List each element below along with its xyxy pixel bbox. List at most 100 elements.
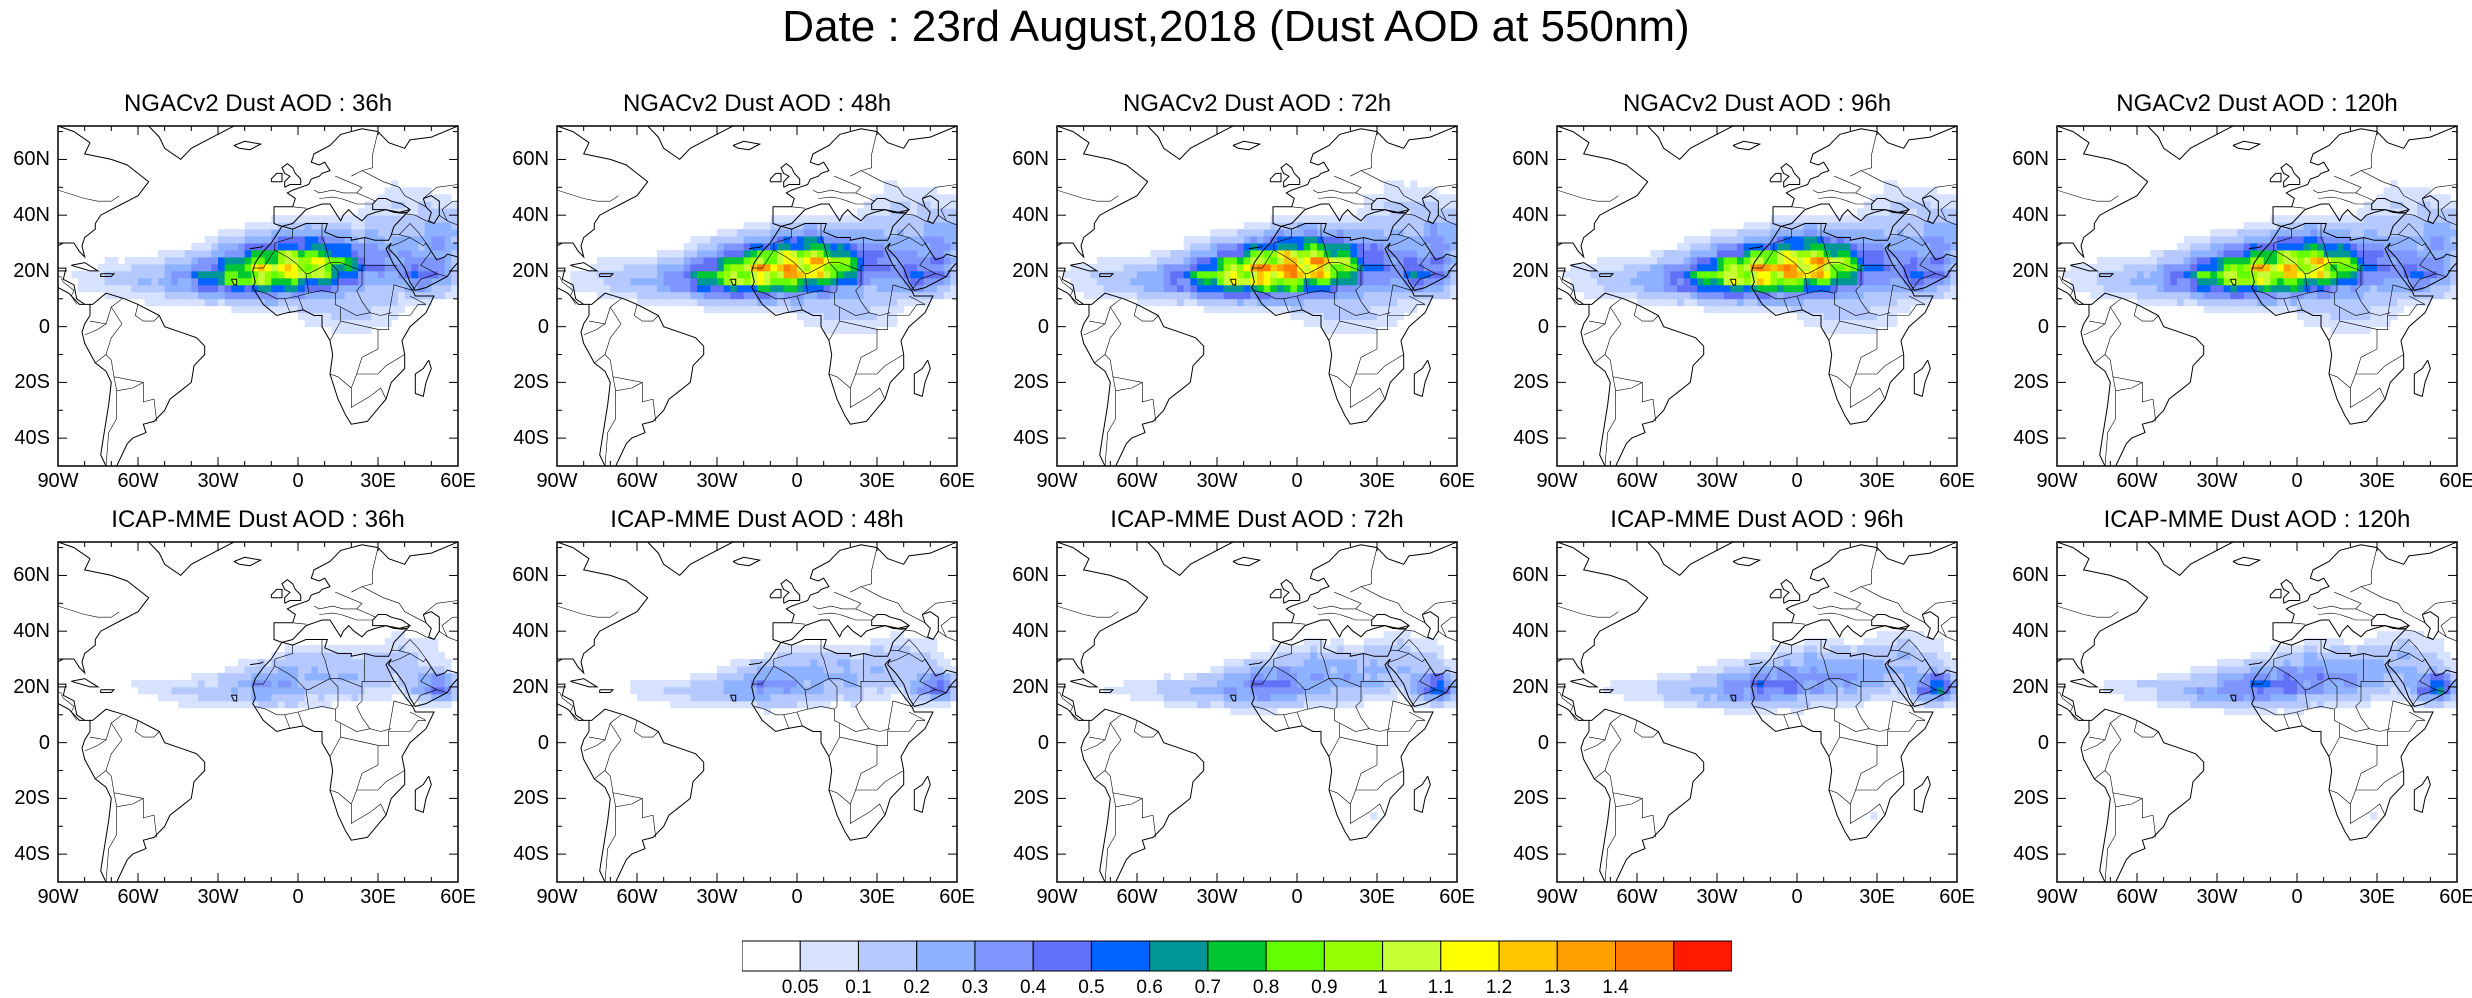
lon-tick-label: 0 <box>767 471 827 491</box>
lon-tick-label: 60W <box>607 471 667 491</box>
lon-tick-label: 60E <box>428 887 488 907</box>
colorbar <box>742 940 1732 972</box>
colorbar-swatch <box>1499 941 1557 971</box>
lat-tick-label: 60N <box>1499 565 1549 585</box>
colorbar-label: 0.5 <box>1066 978 1116 998</box>
colorbar-swatch <box>917 941 975 971</box>
lat-tick-label: 40S <box>0 844 50 864</box>
dust-field <box>1104 631 1458 820</box>
lon-tick-label: 30W <box>188 471 248 491</box>
lat-tick-label: 20S <box>1999 788 2049 808</box>
lat-tick-label: 40N <box>499 621 549 641</box>
lon-tick-label: 60W <box>1107 887 1167 907</box>
lon-tick-label: 30W <box>2187 471 2247 491</box>
coastlines <box>39 542 460 882</box>
lon-tick-label: 30W <box>2187 887 2247 907</box>
lon-tick-label: 60E <box>1927 471 1987 491</box>
lat-tick-label: 20N <box>499 677 549 697</box>
lon-tick-label: 30W <box>1687 471 1747 491</box>
lon-tick-label: 60W <box>607 887 667 907</box>
lat-tick-label: 20N <box>1499 677 1549 697</box>
lat-tick-label: 0 <box>999 317 1049 337</box>
lon-tick-label: 60E <box>428 471 488 491</box>
lat-tick-label: 20N <box>999 677 1049 697</box>
lon-tick-label: 0 <box>268 887 328 907</box>
colorbar-label: 0.4 <box>1008 978 1058 998</box>
lon-tick-label: 30W <box>1187 887 1247 907</box>
lat-tick-label: 60N <box>0 565 50 585</box>
lon-tick-label: 90W <box>28 471 88 491</box>
lat-tick-label: 20S <box>499 788 549 808</box>
lon-tick-label: 30W <box>687 471 747 491</box>
lat-tick-label: 20S <box>0 372 50 392</box>
colorbar-label: 0.3 <box>950 978 1000 998</box>
dust-field <box>1604 631 1958 820</box>
lat-tick-label: 40S <box>499 428 549 448</box>
colorbar-label: 1.4 <box>1591 978 1641 998</box>
lon-tick-label: 30E <box>2347 471 2407 491</box>
colorbar-swatch <box>800 941 858 971</box>
lat-tick-label: 20N <box>0 261 50 281</box>
lon-tick-label: 90W <box>28 887 88 907</box>
lat-tick-label: 60N <box>1999 149 2049 169</box>
colorbar-label: 0.8 <box>1241 978 1291 998</box>
lat-tick-label: 40S <box>1999 844 2049 864</box>
colorbar-label: 0.9 <box>1299 978 1349 998</box>
lon-tick-label: 90W <box>2027 471 2087 491</box>
lat-tick-label: 0 <box>1499 733 1549 753</box>
aod-map <box>58 126 458 466</box>
colorbar-label: 1 <box>1358 978 1408 998</box>
lon-tick-label: 0 <box>2267 887 2327 907</box>
lat-tick-label: 40S <box>1499 428 1549 448</box>
colorbar-swatch <box>1266 941 1324 971</box>
lat-tick-label: 20N <box>1999 261 2049 281</box>
lat-tick-label: 20S <box>1499 372 1549 392</box>
lon-tick-label: 30E <box>1347 887 1407 907</box>
lon-tick-label: 90W <box>1027 471 1087 491</box>
colorbar-swatch <box>858 941 916 971</box>
colorbar-swatch <box>1208 941 1266 971</box>
lat-tick-label: 20N <box>1499 261 1549 281</box>
colorbar-label: 0.05 <box>775 978 825 998</box>
lat-tick-label: 60N <box>1999 565 2049 585</box>
lat-tick-label: 20S <box>1499 788 1549 808</box>
colorbar-label: 1.1 <box>1416 978 1466 998</box>
lat-tick-label: 0 <box>1999 733 2049 753</box>
lat-tick-label: 20S <box>1999 372 2049 392</box>
lon-tick-label: 60E <box>1427 471 1487 491</box>
lat-tick-label: 20S <box>999 372 1049 392</box>
lon-tick-label: 60W <box>108 471 168 491</box>
lat-tick-label: 40S <box>1999 428 2049 448</box>
aod-map <box>1557 126 1957 466</box>
colorbar-label: 0.1 <box>833 978 883 998</box>
lon-tick-label: 60W <box>1107 471 1167 491</box>
aod-map <box>2057 126 2457 466</box>
aod-map <box>1057 126 1457 466</box>
lon-tick-label: 30E <box>2347 887 2407 907</box>
aod-map <box>1557 542 1957 882</box>
lon-tick-label: 30E <box>1847 887 1907 907</box>
panel-title: NGACv2 Dust AOD : 48h <box>517 90 997 118</box>
lat-tick-label: 40N <box>0 621 50 641</box>
lon-tick-label: 60E <box>1427 887 1487 907</box>
lon-tick-label: 0 <box>268 471 328 491</box>
lon-tick-label: 90W <box>1527 887 1587 907</box>
colorbar-label: 0.7 <box>1183 978 1233 998</box>
lat-tick-label: 40S <box>999 844 1049 864</box>
aod-map <box>1057 542 1457 882</box>
lon-tick-label: 90W <box>1527 471 1587 491</box>
lon-tick-label: 60W <box>108 887 168 907</box>
lat-tick-label: 40N <box>1499 621 1549 641</box>
figure-title: Date : 23rd August,2018 (Dust AOD at 550… <box>0 2 2472 52</box>
lat-tick-label: 20N <box>499 261 549 281</box>
panel-title: ICAP-MME Dust AOD : 72h <box>1017 506 1497 534</box>
lon-tick-label: 60E <box>927 887 987 907</box>
colorbar-swatch <box>742 941 800 971</box>
colorbar-boxes <box>742 940 1732 972</box>
